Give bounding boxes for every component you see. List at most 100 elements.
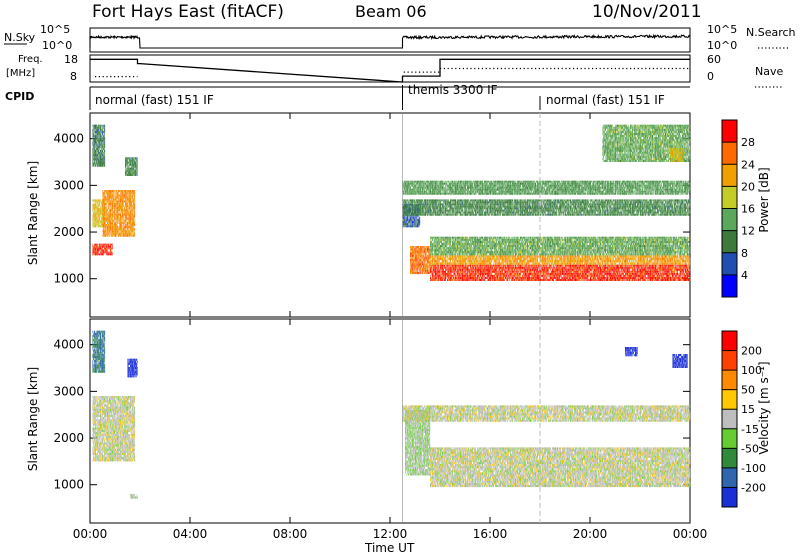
power-cell	[113, 228, 114, 230]
power-cell	[96, 248, 97, 250]
power-cell	[110, 205, 111, 207]
power-cell	[98, 246, 99, 248]
power-cell	[113, 209, 114, 211]
power-cell	[112, 244, 113, 246]
power-colorbar-swatch	[722, 231, 737, 253]
power-cell	[111, 235, 112, 237]
power-cell	[112, 199, 113, 201]
power-cell	[101, 244, 102, 246]
power-cell	[108, 218, 109, 220]
power-cell	[112, 192, 113, 194]
power-cell	[103, 205, 104, 207]
power-cell	[94, 252, 95, 254]
power-cell	[94, 212, 95, 214]
power-cell	[97, 214, 98, 216]
power-cell	[108, 218, 109, 220]
power-cell	[94, 219, 95, 221]
power-cell	[111, 224, 112, 226]
power-cell	[108, 226, 109, 228]
power-cell	[110, 207, 111, 209]
power-cell	[94, 202, 95, 204]
power-cell	[93, 225, 94, 227]
power-cell	[100, 214, 101, 216]
power-cell	[96, 202, 97, 204]
power-cell	[112, 246, 113, 248]
power-cell	[108, 213, 109, 215]
power-cell	[93, 219, 94, 221]
power-cell	[111, 218, 112, 220]
power-cell	[103, 207, 104, 209]
power-colorbar-tick-label: 28	[741, 136, 755, 149]
power-cell	[97, 206, 98, 208]
power-cell	[114, 201, 115, 203]
power-cell	[100, 250, 101, 252]
power-cell	[93, 208, 94, 210]
power-cell	[104, 190, 105, 192]
power-cell	[110, 248, 111, 250]
power-cell	[103, 244, 104, 246]
power-cell	[108, 235, 109, 237]
power-cell	[102, 252, 103, 254]
velocity-colorbar-tick-label: 50	[741, 384, 755, 397]
power-cell	[105, 211, 106, 213]
power-cell	[96, 225, 97, 227]
power-cell	[100, 199, 101, 201]
power-cell	[98, 219, 99, 221]
x-tick-label: 00:00	[73, 527, 108, 541]
power-cell	[95, 246, 96, 248]
x-tick-label: 04:00	[173, 527, 208, 541]
power-cell	[110, 199, 111, 201]
power-cell	[105, 194, 106, 196]
power-cell	[111, 233, 112, 235]
power-cell	[93, 244, 94, 246]
power-cell	[93, 212, 94, 214]
power-cell	[107, 233, 108, 235]
power-cell	[108, 205, 109, 207]
power-cell	[104, 194, 105, 196]
power-cell	[93, 253, 94, 255]
power-cell	[103, 196, 104, 198]
power-cell	[113, 205, 114, 207]
power-cell	[98, 250, 99, 252]
power-cell	[103, 252, 104, 254]
power-cell	[106, 209, 107, 211]
power-cell	[109, 253, 110, 255]
power-cell	[107, 244, 108, 246]
power-cell	[105, 222, 106, 224]
power-cell	[100, 206, 101, 208]
power-cell	[93, 248, 94, 250]
velocity-colorbar-swatch	[722, 468, 737, 488]
power-cell	[111, 201, 112, 203]
power-cell	[111, 226, 112, 228]
velocity-colorbar-tick-label: 200	[741, 345, 762, 358]
power-cell	[108, 250, 109, 252]
power-cell	[107, 207, 108, 209]
power-cell	[103, 205, 104, 207]
power-cell	[98, 214, 99, 216]
power-cell	[104, 199, 105, 201]
power-cell	[108, 253, 109, 255]
power-cell	[111, 192, 112, 194]
power-cell	[101, 252, 102, 254]
power-cell	[111, 233, 112, 235]
velocity-colorbar-tick-label: 15	[741, 403, 755, 416]
power-cell	[113, 222, 114, 224]
power-cell	[108, 224, 109, 226]
power-cell	[101, 223, 102, 225]
power-cell	[113, 233, 114, 235]
power-colorbar-swatch	[722, 186, 737, 208]
power-cell	[101, 199, 102, 201]
power-cell	[109, 211, 110, 213]
power-cell	[108, 244, 109, 246]
velocity-colorbar-tick-label: -100	[741, 462, 766, 475]
power-cell	[96, 221, 97, 223]
power-cell	[105, 205, 106, 207]
power-cell	[107, 216, 108, 218]
power-cell	[105, 213, 106, 215]
power-cell	[104, 205, 105, 207]
power-cell	[108, 192, 109, 194]
power-cell	[100, 246, 101, 248]
power-cell	[103, 226, 104, 228]
power-cell	[93, 206, 94, 208]
power-cell	[93, 199, 94, 201]
